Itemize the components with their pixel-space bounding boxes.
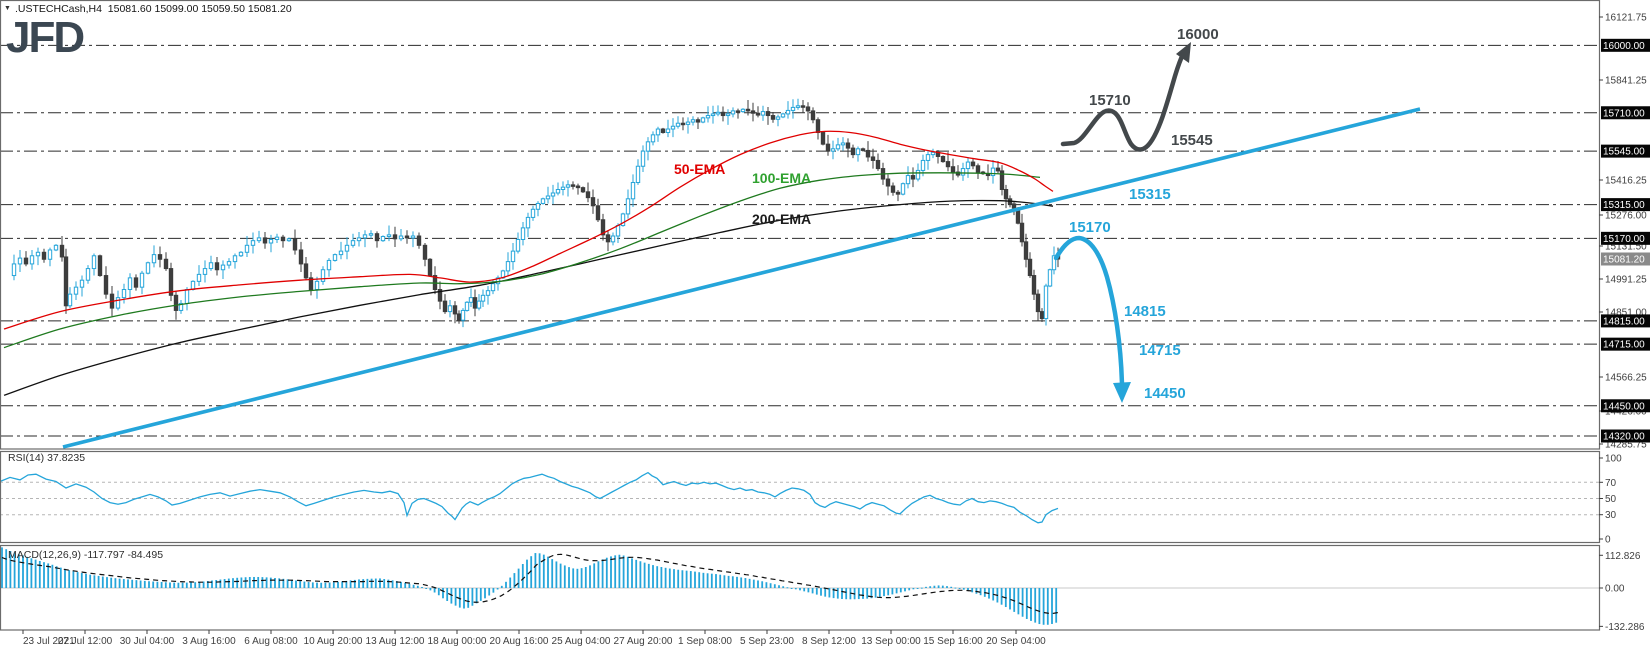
symbol-dropdown-icon[interactable]: ▼ [4,5,11,12]
svg-text:16121.75: 16121.75 [1605,13,1647,24]
svg-text:15545.00: 15545.00 [1603,147,1645,158]
svg-text:70: 70 [1605,478,1617,489]
svg-text:5 Sep 23:00: 5 Sep 23:00 [740,636,794,647]
jfd-logo: JFD [6,13,85,62]
svg-text:-132.286: -132.286 [1605,622,1645,633]
svg-text:27 Jul 12:00: 27 Jul 12:00 [58,636,113,647]
trendline [62,107,1421,449]
svg-text:20 Sep 04:00: 20 Sep 04:00 [986,636,1046,647]
svg-text:10 Aug 20:00: 10 Aug 20:00 [304,636,363,647]
svg-text:112.826: 112.826 [1605,551,1641,562]
panel-borders [0,0,1601,631]
svg-text:14851.00: 14851.00 [1605,308,1647,319]
svg-text:18 Aug 00:00: 18 Aug 00:00 [428,636,487,647]
price-axis: 16121.75 15841.25 15416.25 15276.00 15131.50… [1599,13,1650,633]
svg-text:14566.25: 14566.25 [1605,373,1647,384]
ema-label-100-ema: 100-EMA [752,170,812,186]
level-annotation-14450: 14450 [1144,385,1186,402]
level-annotation-14715: 14715 [1139,342,1181,359]
svg-text:15 Sep 16:00: 15 Sep 16:00 [923,636,983,647]
svg-text:6 Aug 08:00: 6 Aug 08:00 [244,636,298,647]
svg-text:50: 50 [1605,494,1617,505]
candles-layer [11,98,1061,328]
svg-text:25 Aug 04:00: 25 Aug 04:00 [552,636,611,647]
rsi-panel [0,471,1599,524]
level-annotation-15170: 15170 [1069,219,1111,236]
svg-text:20 Aug 16:00: 20 Aug 16:00 [490,636,549,647]
level-annotation-15315: 15315 [1129,186,1171,203]
svg-text:1 Sep 08:00: 1 Sep 08:00 [678,636,732,647]
down-forecast-arrow [1053,235,1125,388]
svg-text:15315.00: 15315.00 [1603,200,1645,211]
svg-text:27 Aug 20:00: 27 Aug 20:00 [614,636,673,647]
svg-text:14285.75: 14285.75 [1605,440,1647,451]
svg-text:15170.00: 15170.00 [1603,234,1645,245]
svg-text:13 Sep 00:00: 13 Sep 00:00 [861,636,921,647]
svg-text:15710.00: 15710.00 [1603,108,1645,119]
level-annotation-15710: 15710 [1089,92,1131,109]
level-lines [0,44,1599,437]
ema-label-200-ema: 200-EMA [752,211,812,227]
level-annotation-15545: 15545 [1171,132,1213,149]
up-forecast-arrow [1060,49,1187,152]
svg-text:100: 100 [1605,454,1622,465]
svg-text:15081.20: 15081.20 [1603,254,1645,265]
svg-text:30 Jul 04:00: 30 Jul 04:00 [120,636,175,647]
svg-text:15841.25: 15841.25 [1605,76,1647,87]
svg-text:15276.00: 15276.00 [1605,211,1647,222]
ema-lines [3,130,1054,396]
macd-panel [0,547,1599,625]
ema-label-50-ema: 50-EMA [674,161,726,177]
svg-text:23 Jul 2021: 23 Jul 2021 [23,636,75,647]
svg-text:16000.00: 16000.00 [1603,41,1645,52]
svg-text:0: 0 [1605,535,1611,546]
macd-indicator-label: MACD(12,26,9) -117.797 -84.495 [8,549,164,561]
level-annotation-14815: 14815 [1124,303,1166,320]
svg-text:30: 30 [1605,510,1617,521]
symbol-title: .USTECHCash,H4 15081.60 15099.00 15059.5… [15,3,292,15]
forecast-arrows [1053,42,1191,403]
svg-text:15131.50: 15131.50 [1605,242,1647,253]
svg-text:8 Sep 12:00: 8 Sep 12:00 [802,636,856,647]
svg-text:14715.00: 14715.00 [1603,340,1645,351]
svg-text:13 Aug 12:00: 13 Aug 12:00 [366,636,425,647]
svg-text:14991.25: 14991.25 [1605,275,1647,286]
svg-text:15416.25: 15416.25 [1605,176,1647,187]
svg-text:14320.00: 14320.00 [1603,432,1645,443]
svg-text:14450.00: 14450.00 [1603,401,1645,412]
svg-text:14815.00: 14815.00 [1603,316,1645,327]
rsi-indicator-label: RSI(14) 37.8235 [8,452,86,464]
svg-text:0.00: 0.00 [1605,584,1625,595]
svg-text:3 Aug 16:00: 3 Aug 16:00 [182,636,236,647]
level-annotation-16000: 16000 [1177,26,1219,43]
